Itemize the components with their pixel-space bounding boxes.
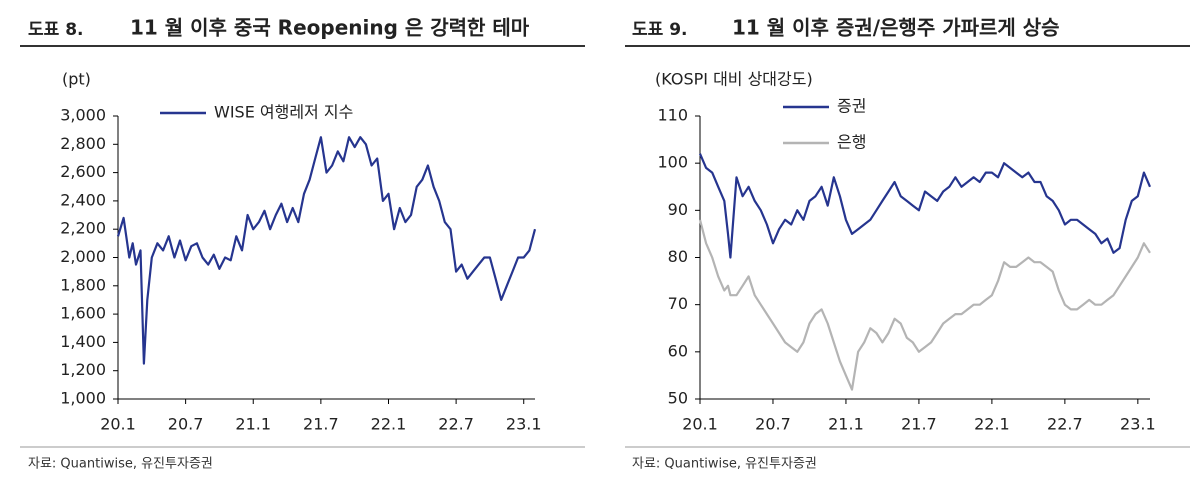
- y-tick-label: 80: [668, 247, 688, 266]
- x-tick-label: 21.1: [828, 415, 864, 434]
- y-tick-label: 60: [668, 341, 688, 360]
- legend-label: 은행: [837, 133, 866, 152]
- figure-label: 도표 9.: [632, 20, 688, 40]
- x-tick-label: 22.7: [438, 415, 474, 434]
- x-tick-label: 23.1: [506, 415, 542, 434]
- legend-label: WISE 여행레저 지수: [214, 103, 353, 122]
- x-tick-label: 21.7: [303, 415, 339, 434]
- y-tick-label: 50: [668, 389, 688, 408]
- x-tick-label: 20.1: [100, 415, 136, 434]
- y-tick-label: 100: [657, 153, 688, 172]
- y-tick-label: 2,600: [60, 162, 106, 181]
- x-tick-label: 22.1: [974, 415, 1010, 434]
- x-tick-label: 22.7: [1047, 415, 1083, 434]
- y-tick-label: 1,400: [60, 332, 106, 351]
- x-tick-label: 20.1: [682, 415, 718, 434]
- series-line: [116, 136, 537, 365]
- y-tick-label: 1,800: [60, 275, 106, 294]
- y-tick-label: 2,000: [60, 247, 106, 266]
- x-tick-label: 20.7: [755, 415, 791, 434]
- y-tick-label: 1,600: [60, 304, 106, 323]
- y-tick-label: 3,000: [60, 106, 106, 125]
- x-tick-label: 21.1: [235, 415, 271, 434]
- series-line: [698, 219, 1151, 391]
- x-tick-label: 21.7: [901, 415, 937, 434]
- y-tick-label: 1,000: [60, 389, 106, 408]
- y-tick-label: 70: [668, 294, 688, 313]
- x-tick-label: 23.1: [1120, 415, 1156, 434]
- x-tick-label: 22.1: [371, 415, 407, 434]
- y-axis-label: (KOSPI 대비 상대강도): [655, 70, 813, 89]
- chart-title: 11 월 이후 중국 Reopening 은 강력한 테마: [130, 16, 530, 40]
- y-tick-label: 2,800: [60, 134, 106, 153]
- y-axis-label: (pt): [62, 70, 91, 89]
- x-tick-label: 20.7: [168, 415, 204, 434]
- y-tick-label: 2,200: [60, 219, 106, 238]
- source: 자료: Quantiwise, 유진투자증권: [632, 457, 817, 472]
- y-tick-label: 2,400: [60, 190, 106, 209]
- source: 자료: Quantiwise, 유진투자증권: [28, 457, 213, 472]
- y-tick-label: 90: [668, 200, 688, 219]
- y-tick-label: 1,200: [60, 360, 106, 379]
- series-line: [698, 153, 1152, 259]
- legend-label: 증권: [837, 97, 866, 116]
- figure-label: 도표 8.: [28, 20, 84, 40]
- y-tick-label: 110: [657, 106, 688, 125]
- chart-title: 11 월 이후 증권/은행주 가파르게 상승: [732, 16, 1060, 40]
